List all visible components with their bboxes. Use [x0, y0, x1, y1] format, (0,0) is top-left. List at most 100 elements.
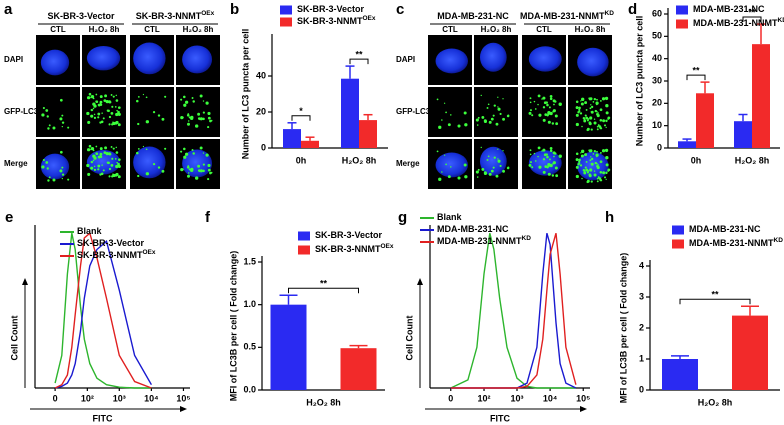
lc3-punctum [90, 166, 94, 170]
significance-bracket [291, 115, 311, 121]
lc3-punctum [597, 112, 600, 114]
lc3-punctum [551, 122, 555, 125]
lc3-punctum [593, 149, 597, 153]
lc3-punctum [89, 148, 91, 151]
significance-bracket [742, 16, 762, 23]
lc3-punctum [596, 101, 598, 104]
lc3-punctum [145, 96, 148, 99]
lc3-punctum [475, 118, 479, 122]
lc3-punctum [110, 94, 113, 96]
legend-label-sup: OEx [143, 249, 156, 256]
y-tick-label: 2 [639, 322, 644, 332]
lc3-punctum [99, 173, 102, 176]
lc3-punctum [441, 171, 443, 173]
micrograph [522, 87, 566, 137]
lc3-punctum [108, 176, 110, 178]
lc3-punctum [115, 94, 118, 97]
column-label: H₂O₂ 8h [89, 25, 120, 34]
lc3-punctum [112, 173, 116, 178]
histogram-curve [450, 233, 577, 389]
micrograph [176, 87, 220, 137]
lc3-punctum [445, 163, 447, 166]
lc3-punctum [596, 180, 599, 183]
lc3-punctum [579, 164, 583, 167]
lc3-punctum [97, 103, 100, 106]
micrograph [36, 87, 80, 137]
lc3-punctum [114, 106, 117, 108]
bar [341, 78, 359, 148]
lc3-punctum [575, 122, 579, 127]
lc3-punctum [42, 158, 45, 162]
legend-label-main: SK-BR-3-Vector [297, 4, 365, 14]
lc3-punctum [463, 163, 467, 167]
lc3-punctum [599, 108, 603, 112]
legend-label-main: SK-BR-3-Vector [77, 238, 145, 248]
significance-bracket [686, 74, 706, 81]
lc3-punctum [549, 149, 553, 153]
lc3-punctum [475, 170, 479, 174]
lc3-punctum [605, 104, 609, 108]
lc3-punctum [99, 147, 103, 151]
group-title-main: MDA-MB-231-NNMT [520, 11, 605, 21]
lc3-punctum [183, 95, 186, 99]
lc3-punctum [547, 120, 551, 124]
lc3-punctum [578, 160, 581, 163]
bar [678, 141, 696, 148]
panel-letter: c [396, 1, 404, 18]
lc3-punctum [117, 164, 121, 168]
x-tick-label: 10² [81, 393, 94, 403]
panel-letter: f [205, 209, 211, 226]
lc3-punctum [114, 158, 117, 160]
lc3-punctum [542, 96, 546, 100]
y-axis-label: Cell Count [9, 316, 19, 361]
lc3-punctum [108, 167, 112, 171]
lc3-punctum [531, 114, 534, 117]
lc3-punctum [581, 177, 583, 180]
lc3-punctum [575, 100, 579, 104]
nucleus [40, 49, 70, 76]
y-tick-label: 1 [639, 353, 644, 363]
nucleus [479, 146, 507, 176]
lc3-punctum [207, 163, 211, 168]
lc3-punctum [61, 166, 64, 169]
lc3-punctum [52, 126, 56, 130]
legend-label-main: MDA-MB-231-NC [693, 4, 765, 14]
bar [734, 121, 752, 148]
lc3-punctum [601, 97, 606, 101]
lc3-punctum [577, 111, 580, 114]
histogram-curve [54, 231, 152, 389]
lc3-punctum [464, 175, 468, 179]
lc3-punctum [553, 155, 555, 158]
lc3-punctum [99, 100, 103, 104]
y-tick-label: 10 [652, 120, 662, 130]
lc3-punctum [61, 173, 65, 176]
legend-label-main: SK-BR-3-NNMT [297, 16, 363, 26]
lc3-punctum [575, 158, 579, 162]
lc3-punctum [480, 146, 482, 149]
lc3-punctum [184, 100, 189, 104]
lc3-punctum [499, 164, 502, 168]
legend-label-main: Blank [437, 212, 463, 222]
lc3-punctum [548, 158, 551, 161]
lc3-punctum [95, 93, 98, 96]
lc3-punctum [95, 100, 99, 104]
lc3-punctum [581, 97, 585, 101]
column-label: CTL [536, 25, 552, 34]
lc3-punctum [111, 105, 114, 108]
lc3-punctum [590, 128, 593, 131]
column-label: H₂O₂ 8h [183, 25, 214, 34]
lc3-punctum [542, 170, 546, 174]
group-title-main: SK-BR-3-NNMT [136, 11, 202, 21]
lc3-punctum [542, 148, 546, 152]
lc3-punctum [575, 152, 579, 156]
lc3-punctum [531, 166, 534, 169]
significance-label: ** [355, 49, 363, 59]
lc3-punctum [115, 164, 119, 169]
lc3-punctum [502, 169, 505, 173]
lc3-punctum [180, 150, 183, 153]
significance-bracket [349, 58, 369, 65]
lc3-punctum [105, 100, 109, 104]
lc3-punctum [438, 177, 442, 181]
lc3-punctum [90, 114, 94, 118]
